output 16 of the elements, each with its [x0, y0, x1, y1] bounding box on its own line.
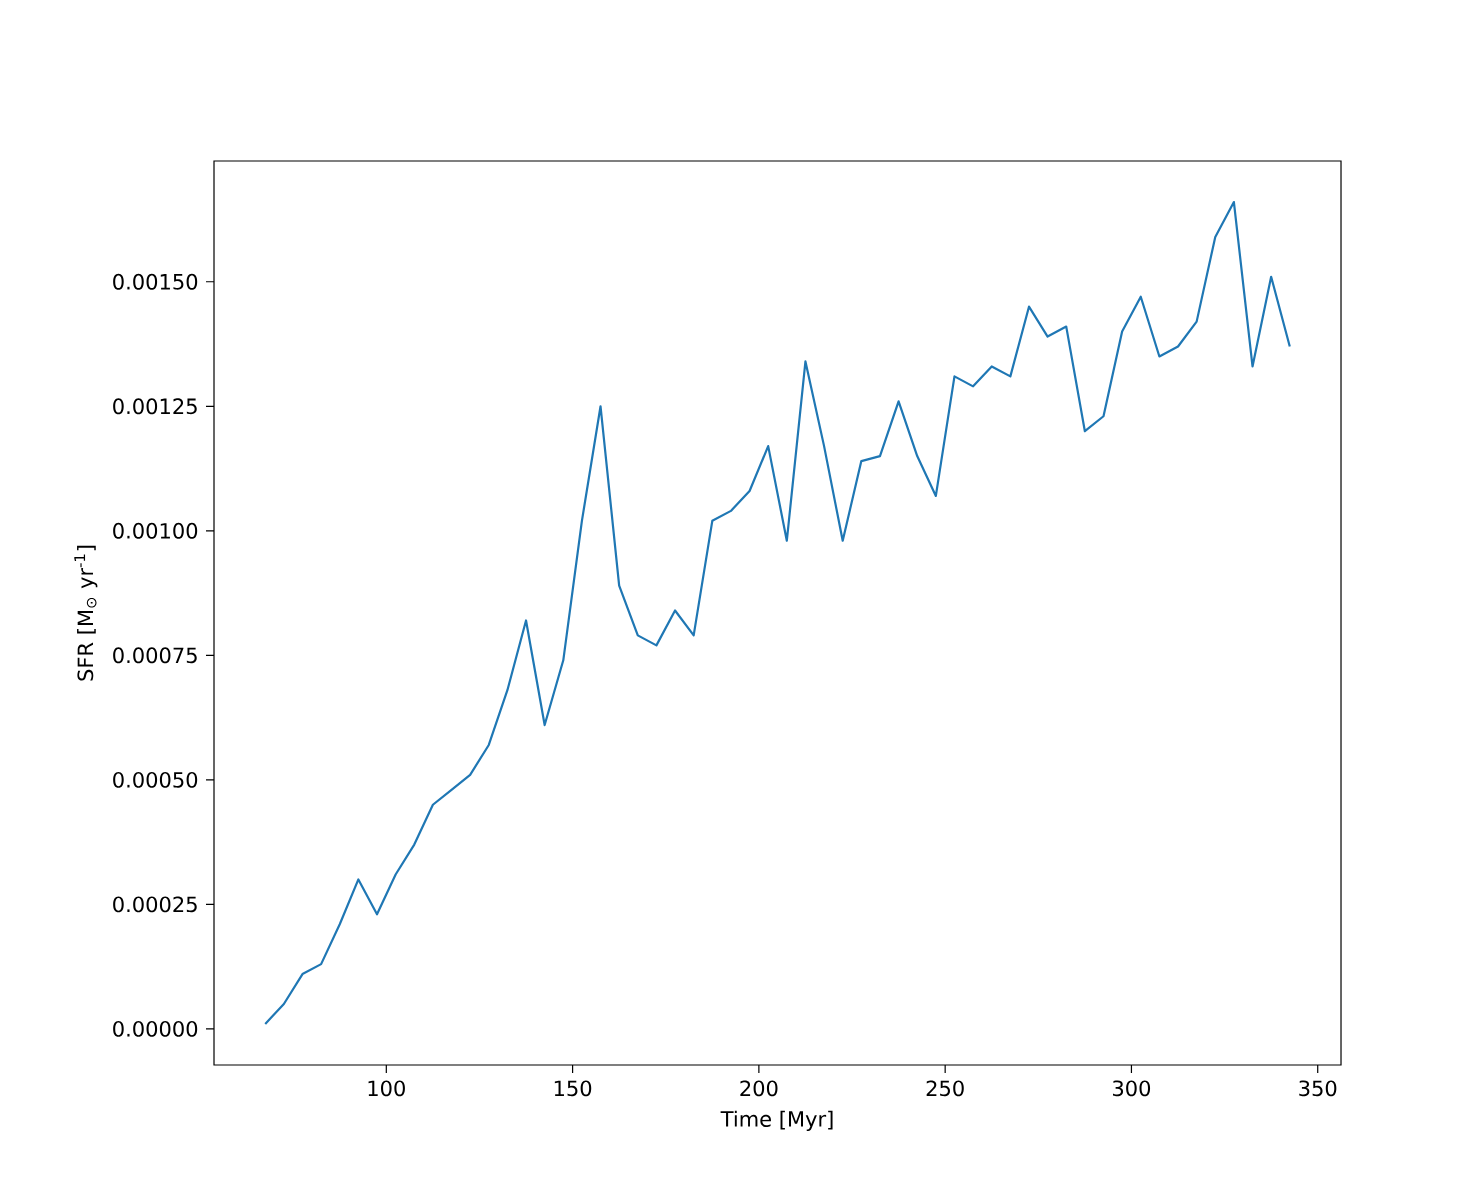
y-tick-label: 0.00000 — [113, 1020, 198, 1037]
line-series — [264, 200, 1291, 1025]
y-tick-label: 0.00025 — [113, 896, 197, 913]
y-tick-label: 0.00125 — [113, 398, 197, 415]
y-axis-title: SFR [M$_{⊙}$ yr$^{-1}$] — [74, 545, 98, 681]
x-tick-label: 300 — [1113, 1080, 1151, 1097]
y-tick-label: 0.00050 — [113, 771, 198, 788]
y-tick-label: 0.00075 — [113, 647, 197, 664]
x-tick-label: 100 — [368, 1080, 405, 1097]
x-tick-label: 350 — [1299, 1080, 1337, 1097]
x-tick-label: 150 — [554, 1080, 592, 1097]
x-tick-label: 200 — [740, 1080, 778, 1097]
y-tick-label: 0.00100 — [113, 522, 198, 539]
x-tick-label: 250 — [926, 1080, 964, 1097]
x-axis-title: Time [Myr] — [720, 1110, 833, 1131]
y-tick-label: 0.00150 — [113, 273, 198, 290]
